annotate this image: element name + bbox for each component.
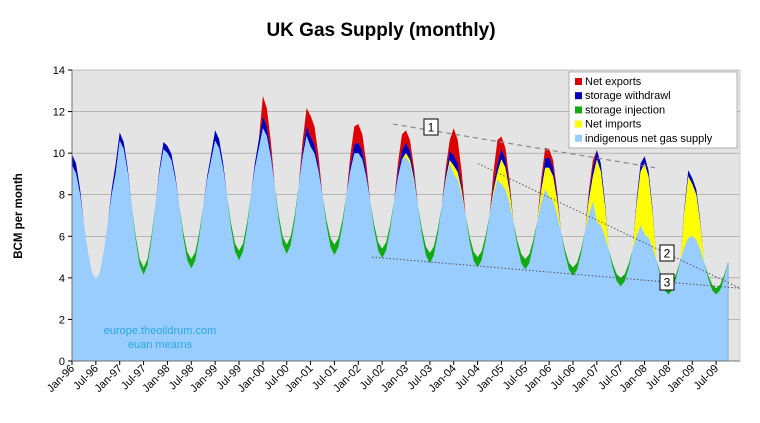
trend-lines <box>371 123 741 289</box>
annotation-label-3: 3 <box>664 276 671 290</box>
legend-box <box>568 71 738 149</box>
legend-entry: indigenous net gas supply <box>585 133 713 145</box>
y-tick-label: 10 <box>53 148 65 160</box>
y-tick-label: 8 <box>59 190 65 202</box>
legend-swatch <box>575 78 582 85</box>
annotation-box-2 <box>659 244 675 262</box>
y-tick-label: 12 <box>53 107 65 119</box>
x-tick-label: Jan-08 <box>617 363 649 395</box>
series-indigenous-supply <box>72 128 729 361</box>
x-tick-label: Jan-06 <box>522 363 554 395</box>
legend-swatch <box>575 92 582 100</box>
legend-entry: storage withdrawl <box>585 90 671 102</box>
x-tick-label: Jan-97 <box>93 363 125 395</box>
watermark: europe.theoildrum.com euan mearns <box>104 325 217 351</box>
annotation-label-1: 1 <box>428 121 435 135</box>
x-tick-label: Jan-99 <box>188 363 220 395</box>
y-tick-label: 4 <box>59 273 65 285</box>
annotation-box-3 <box>659 273 675 291</box>
trend-annotations: 1 2 3 <box>423 118 675 291</box>
series-areas <box>72 96 729 361</box>
y-axis-label: BCM per month <box>13 173 25 259</box>
x-tick-label: Jul-09 <box>692 363 722 393</box>
trend-line-2 <box>477 163 741 289</box>
x-tick-label: Jan-00 <box>236 363 268 395</box>
x-tick-label: Jan-09 <box>665 363 697 395</box>
y-tick-label: 6 <box>59 231 65 243</box>
x-tick-label: Jan-05 <box>474 363 506 395</box>
legend: Net exports storage withdrawl storage inje… <box>568 71 738 149</box>
y-tick-labels: 0 2 4 6 8 10 12 14 <box>53 65 72 368</box>
x-tick-label: Jan-01 <box>283 363 315 395</box>
legend-entry: Net imports <box>585 119 642 131</box>
series-storage-injection <box>72 128 729 295</box>
annotation-label-2: 2 <box>664 247 671 261</box>
watermark-line-1: europe.theoildrum.com <box>104 325 217 337</box>
series-net-imports <box>72 128 729 289</box>
watermark-line-2: euan mearns <box>128 339 193 351</box>
x-tick-labels: Jan-96Jul-96Jan-97Jul-97Jan-98Jul-98Jan-… <box>45 361 721 395</box>
y-tick-label: 0 <box>59 356 65 368</box>
legend-entry: Net exports <box>585 76 642 88</box>
annotation-box-1 <box>423 118 439 136</box>
x-tick-label: Jan-98 <box>140 363 172 395</box>
chart-title: UK Gas Supply (monthly) <box>266 20 495 41</box>
x-tick-label: Jan-07 <box>570 363 602 395</box>
x-tick-label: Jan-02 <box>331 363 363 395</box>
legend-swatch <box>575 106 582 114</box>
legend-entry: storage injection <box>585 104 665 116</box>
legend-swatch <box>575 120 582 128</box>
x-tick-label: Jan-03 <box>379 363 411 395</box>
y-tick-label: 14 <box>53 65 65 77</box>
y-tick-label: 2 <box>59 314 65 326</box>
legend-swatch <box>575 134 582 142</box>
x-tick-label: Jan-04 <box>427 363 459 395</box>
